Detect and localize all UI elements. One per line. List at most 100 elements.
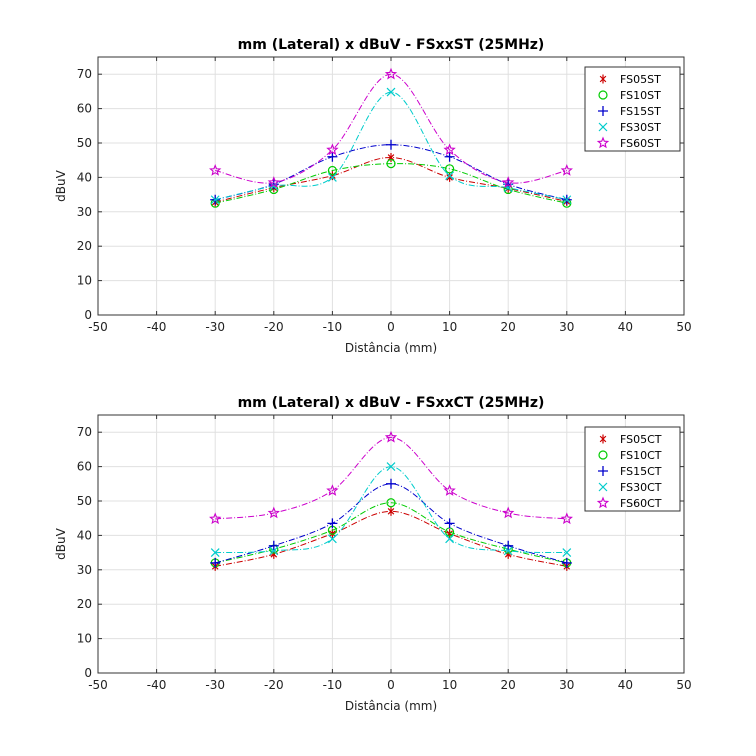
data-point-FS30ST (562, 195, 572, 205)
y-tick-label: 30 (77, 205, 92, 219)
y-tick-label: 0 (84, 308, 92, 322)
series-line-FS60ST (215, 73, 567, 184)
legend-marker-FS10CT (598, 450, 608, 460)
legend-marker-FS05ST (599, 74, 607, 84)
x-tick-label: -50 (88, 320, 108, 334)
data-point-FS10CT (386, 498, 396, 508)
data-point-FS30CT (445, 534, 455, 544)
x-tick-label: 20 (501, 320, 516, 334)
data-point-FS60CT (209, 512, 222, 525)
x-tick-label: 20 (501, 678, 516, 692)
data-point-FS05ST (387, 152, 395, 162)
data-point-FS60CT (267, 506, 280, 519)
data-point-FS60ST (443, 143, 456, 156)
x-axis-label: Distância (mm) (345, 341, 437, 355)
x-tick-label: -10 (323, 320, 343, 334)
data-point-FS10ST (327, 165, 337, 176)
legend: FS05CT FS10CT FS15CT FS30CT FS60CT (584, 426, 681, 512)
x-tick-label: 40 (618, 678, 633, 692)
data-point-FS15CT (327, 518, 338, 529)
y-tick-label: 10 (77, 632, 92, 646)
legend-box (584, 426, 681, 512)
y-tick-label: 70 (77, 425, 92, 439)
data-point-FS05CT (387, 506, 395, 516)
y-tick-label: 60 (77, 460, 92, 474)
legend-label-FS10ST: FS10ST (620, 89, 661, 102)
x-tick-label: -50 (88, 678, 108, 692)
x-tick-label: 0 (387, 320, 395, 334)
chart-title: mm (Lateral) x dBuV - FSxxST (25MHz) (238, 37, 545, 53)
legend-label-FS15ST: FS15ST (620, 105, 661, 118)
legend-marker-FS30ST (598, 122, 608, 132)
x-tick-label: 50 (676, 678, 691, 692)
data-point-FS30CT (503, 546, 513, 556)
y-tick-label: 20 (77, 239, 92, 253)
legend-label-FS30CT: FS30CT (620, 481, 662, 494)
legend-label-FS05ST: FS05ST (620, 73, 661, 86)
legend-label-FS15CT: FS15CT (620, 465, 662, 478)
x-tick-label: 0 (387, 678, 395, 692)
y-tick-label: 50 (77, 494, 92, 508)
legend-label-FS60ST: FS60ST (620, 137, 661, 150)
series-line-FS60CT (215, 436, 567, 520)
data-point-FS15CT (561, 557, 572, 568)
data-point-FS05ST (446, 172, 453, 182)
data-point-FS60ST (384, 67, 398, 80)
data-point-FS15CT (210, 557, 221, 568)
legend-marker-FS30CT (598, 482, 608, 492)
data-point-FS60CT (502, 506, 515, 519)
data-point-FS60ST (560, 164, 573, 176)
data-point-FS30ST (386, 87, 396, 97)
y-axis-label: dBuV (54, 169, 68, 201)
data-point-FS30CT (562, 548, 572, 558)
chart-lateral-st: -50 -40 -30 -20 -10 0 10 20 30 40 50 0 10 20 30 40 50 60 7… (54, 37, 692, 355)
data-point-FS30CT (386, 462, 396, 472)
legend-marker-FS15CT (598, 466, 608, 476)
data-point-FS30ST (445, 171, 455, 181)
data-point-FS60ST (326, 143, 339, 156)
x-tick-label: 50 (676, 320, 691, 334)
data-point-FS30CT (210, 548, 220, 558)
data-point-FS15CT (386, 478, 396, 489)
chart-title: mm (Lateral) x dBuV - FSxxCT (25MHz) (238, 395, 545, 411)
data-point-FS60CT (384, 430, 398, 443)
series-line-FS30ST (215, 91, 567, 201)
data-point-FS15CT (444, 518, 455, 529)
legend-label-FS60CT: FS60CT (620, 497, 662, 510)
data-point-FS15CT (268, 540, 279, 551)
y-tick-label: 60 (77, 102, 92, 116)
data-point-FS30ST (327, 172, 337, 182)
data-point-FS60CT (326, 484, 339, 496)
x-tick-label: -30 (205, 678, 225, 692)
legend-label-FS05CT: FS05CT (620, 433, 662, 446)
x-tick-label: -20 (264, 678, 284, 692)
legend: FS05ST FS10ST FS15ST FS30ST FS60ST (584, 66, 681, 152)
y-tick-label: 10 (77, 274, 92, 288)
data-point-FS10ST (445, 164, 455, 174)
data-point-FS60ST (502, 176, 515, 188)
x-tick-label: 30 (559, 320, 574, 334)
legend-marker-FS15ST (598, 106, 608, 116)
data-point-FS15ST (444, 151, 455, 162)
x-tick-label: 10 (442, 678, 457, 692)
legend-label-FS30ST: FS30ST (620, 121, 661, 134)
x-tick-label: 10 (442, 320, 457, 334)
y-tick-label: 70 (77, 67, 92, 81)
data-point-FS30ST (210, 195, 220, 205)
y-tick-label: 20 (77, 597, 92, 611)
legend-marker-FS60ST (596, 136, 610, 149)
data-point-FS15CT (503, 540, 514, 551)
data-point-FS60ST (267, 176, 280, 188)
x-tick-label: -30 (205, 320, 225, 334)
data-point-FS15ST (327, 151, 338, 162)
y-tick-label: 0 (84, 666, 92, 680)
chart-lateral-ct: -50 -40 -30 -20 -10 0 10 20 30 40 50 0 10 20 30 40 50 60 7… (54, 395, 692, 713)
legend-label-FS10CT: FS10CT (620, 449, 662, 462)
data-point-FS60CT (443, 484, 456, 496)
y-tick-label: 50 (77, 136, 92, 150)
x-tick-label: 30 (559, 678, 574, 692)
y-axis-label: dBuV (54, 527, 68, 559)
x-tick-label: -20 (264, 320, 284, 334)
data-point-FS30CT (327, 534, 337, 544)
